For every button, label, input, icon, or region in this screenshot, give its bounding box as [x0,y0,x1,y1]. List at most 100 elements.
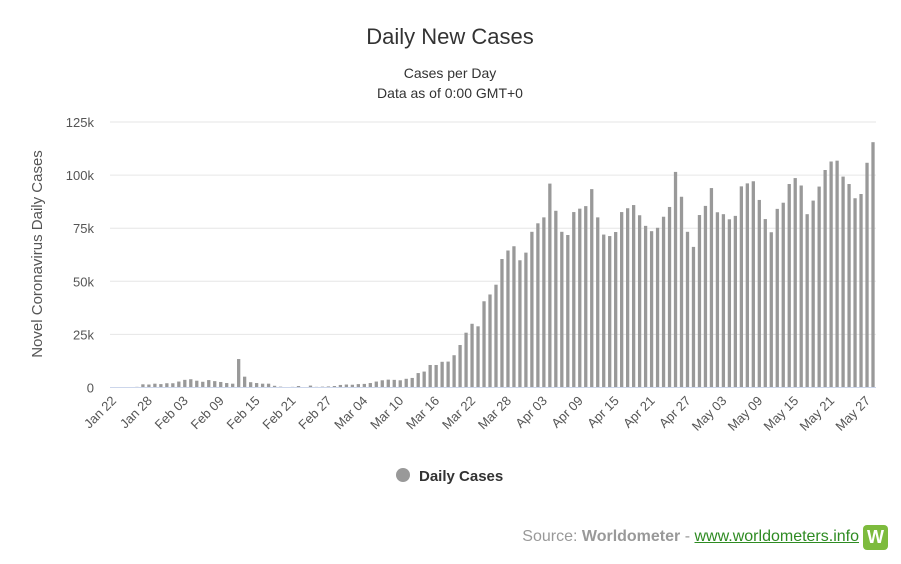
bar-daily-cases[interactable] [637,215,642,388]
bar-daily-cases[interactable] [697,215,702,388]
bar-daily-cases[interactable] [518,260,522,388]
bar-daily-cases[interactable] [308,385,313,388]
bar-daily-cases[interactable] [703,205,708,388]
bar-daily-cases[interactable] [183,379,187,388]
bar-daily-cases[interactable] [195,380,199,388]
bar-daily-cases[interactable] [859,194,863,388]
bar-daily-cases[interactable] [452,355,456,388]
bar-daily-cases[interactable] [326,386,331,388]
bar-daily-cases[interactable] [374,381,378,388]
bar-daily-cases[interactable] [590,189,594,388]
bar-daily-cases[interactable] [757,199,761,388]
bar-daily-cases[interactable] [643,225,648,388]
bar-daily-cases[interactable] [572,212,576,388]
bar-daily-cases[interactable] [272,385,277,388]
bar-daily-cases[interactable] [602,234,606,388]
bar-daily-cases[interactable] [225,383,229,388]
bar-daily-cases[interactable] [578,208,582,388]
bar-daily-cases[interactable] [153,383,157,388]
bar-daily-cases[interactable] [608,236,612,388]
bar-daily-cases[interactable] [829,161,833,388]
bar-daily-cases[interactable] [147,384,151,388]
bar-daily-cases[interactable] [524,252,528,388]
bar-daily-cases[interactable] [392,379,396,388]
bar-daily-cases[interactable] [476,326,480,388]
bar-daily-cases[interactable] [416,373,420,388]
bar-daily-cases[interactable] [805,214,809,388]
bar-daily-cases[interactable] [560,231,564,388]
bar-daily-cases[interactable] [775,208,779,388]
bar-daily-cases[interactable] [356,384,360,388]
bar-daily-cases[interactable] [458,345,462,388]
bar-daily-cases[interactable] [721,214,726,388]
bar-daily-cases[interactable] [350,384,355,388]
bar-daily-cases[interactable] [237,359,241,388]
bar-daily-cases[interactable] [482,301,486,388]
bar-daily-cases[interactable] [709,188,714,388]
bar-daily-cases[interactable] [554,210,558,388]
bar-daily-cases[interactable] [332,386,337,388]
bar-daily-cases[interactable] [410,377,414,388]
bar-daily-cases[interactable] [614,232,618,388]
bar-daily-cases[interactable] [260,383,265,388]
bar-daily-cases[interactable] [727,219,732,388]
bar-daily-cases[interactable] [398,380,402,388]
bar-daily-cases[interactable] [512,246,516,388]
bar-daily-cases[interactable] [631,205,636,388]
bar-daily-cases[interactable] [201,381,205,388]
source-link[interactable]: www.worldometers.info [694,528,860,545]
bar-daily-cases[interactable] [219,381,223,388]
bar-daily-cases[interactable] [254,383,259,388]
bar-daily-cases[interactable] [769,232,773,388]
bar-daily-cases[interactable] [655,227,660,388]
bar-daily-cases[interactable] [787,184,791,388]
bar-daily-cases[interactable] [434,364,438,388]
bar-daily-cases[interactable] [422,371,426,388]
bar-daily-cases[interactable] [542,217,546,388]
bar-daily-cases[interactable] [213,381,217,388]
bar-daily-cases[interactable] [446,361,450,388]
bar-daily-cases[interactable] [338,384,343,388]
bar-daily-cases[interactable] [488,294,492,388]
bar-daily-cases[interactable] [620,212,624,388]
bar-daily-cases[interactable] [865,162,869,388]
bar-daily-cases[interactable] [171,383,175,388]
bar-daily-cases[interactable] [733,215,738,388]
bar-daily-cases[interactable] [506,250,510,388]
bar-daily-cases[interactable] [159,384,163,388]
bar-daily-cases[interactable] [841,176,845,388]
bar-daily-cases[interactable] [428,364,432,388]
bar-daily-cases[interactable] [739,186,743,388]
bar-daily-cases[interactable] [853,198,857,388]
bar-daily-cases[interactable] [494,284,498,388]
bar-daily-cases[interactable] [368,383,372,388]
bar-daily-cases[interactable] [847,184,851,388]
bar-daily-cases[interactable] [835,160,839,388]
bar-daily-cases[interactable] [596,217,600,388]
bar-daily-cases[interactable] [266,383,271,388]
bar-daily-cases[interactable] [530,231,534,388]
bar-daily-cases[interactable] [667,206,672,388]
bar-daily-cases[interactable] [799,185,803,388]
bar-daily-cases[interactable] [464,332,468,388]
bar-daily-cases[interactable] [165,383,169,388]
bar-daily-cases[interactable] [141,384,145,388]
bar-daily-cases[interactable] [649,231,654,388]
bar-daily-cases[interactable] [500,259,504,388]
bar-daily-cases[interactable] [817,186,821,388]
bar-daily-cases[interactable] [661,216,666,388]
bar-daily-cases[interactable] [362,383,366,388]
bar-daily-cases[interactable] [231,383,235,388]
bar-daily-cases[interactable] [823,170,827,388]
bar-daily-cases[interactable] [691,246,696,388]
bar-daily-cases[interactable] [344,384,349,388]
bar-daily-cases[interactable] [781,202,785,388]
bar-daily-cases[interactable] [386,379,390,388]
bar-daily-cases[interactable] [207,380,211,388]
legend-item-daily-cases[interactable]: Daily Cases [396,468,503,485]
bar-daily-cases[interactable] [871,142,875,388]
bar-daily-cases[interactable] [679,196,684,388]
bar-daily-cases[interactable] [745,183,749,388]
bar-daily-cases[interactable] [536,223,540,388]
bar-daily-cases[interactable] [248,382,253,388]
